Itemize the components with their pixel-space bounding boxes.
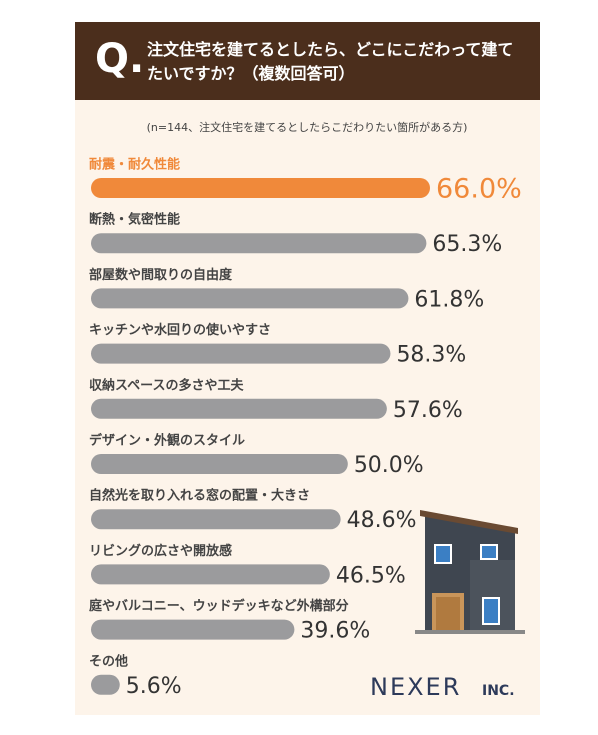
subtitle: (n=144、注文住宅を建てるとしたらこだわりたい箇所がある方) — [147, 120, 468, 134]
bar — [91, 509, 341, 530]
bar — [91, 674, 120, 695]
category-label: リビングの広さや開放感 — [89, 543, 232, 559]
house-illustration — [415, 510, 525, 634]
bar — [91, 398, 387, 419]
value-label: 57.6% — [393, 398, 463, 423]
category-label: デザイン・外観のスタイル — [89, 433, 245, 449]
value-label: 65.3% — [432, 232, 502, 257]
card: Q. 注文住宅を建てるとしたら、どこにこだわって建てたいですか？（複数回答可） — [75, 22, 540, 715]
category-label: 自然光を取り入れる窓の配置・大きさ — [89, 488, 310, 504]
value-label: 50.0% — [354, 453, 424, 478]
header: Q. 注文住宅を建てるとしたら、どこにこだわって建てたいですか？（複数回答可） — [75, 22, 540, 100]
brand: NEXER — [370, 673, 461, 701]
bar — [91, 564, 330, 585]
value-label: 5.6% — [126, 674, 182, 699]
category-label: 断熱・気密性能 — [89, 212, 180, 228]
bar — [91, 178, 430, 198]
category-label: 庭やバルコニー、ウッドデッキなど外構部分 — [89, 598, 349, 614]
category-label: キッチンや水回りの使いやすさ — [89, 322, 271, 338]
category-label: その他 — [89, 653, 128, 669]
category-label: 耐震・耐久性能 — [89, 157, 180, 173]
bar — [91, 288, 409, 309]
category-label: 部屋数や間取りの自由度 — [89, 267, 233, 283]
value-label: 61.8% — [414, 287, 484, 312]
value-label: 48.6% — [347, 508, 417, 533]
bar — [91, 233, 427, 254]
question-mark: Q. — [95, 36, 145, 82]
brand-suffix: INC. — [482, 683, 515, 699]
value-label: 58.3% — [396, 343, 466, 368]
bar — [91, 619, 295, 640]
value-label: 46.5% — [336, 563, 406, 588]
bar — [91, 454, 348, 474]
value-label: 39.6% — [300, 619, 370, 644]
category-label: 収納スペースの多さや工夫 — [89, 377, 244, 393]
bar — [91, 343, 391, 364]
value-label: 66.0% — [436, 174, 522, 205]
chart-title: 注文住宅を建てるとしたら、どこにこだわって建てたいですか？（複数回答可） — [147, 40, 514, 83]
